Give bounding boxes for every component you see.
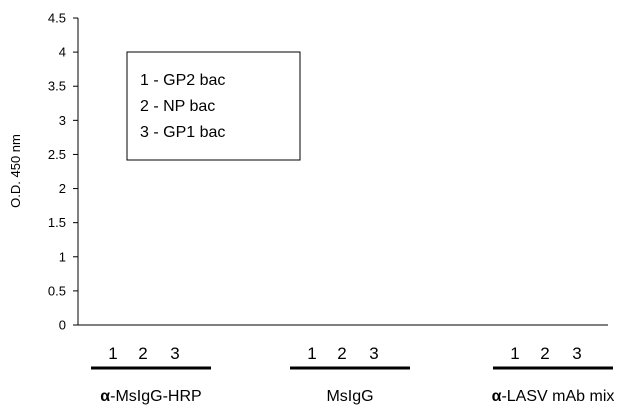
y-tick-label: 0 (59, 318, 66, 333)
alpha-symbol: α (100, 388, 110, 405)
y-tick-label: 2 (59, 181, 66, 196)
legend-entry-1: 1 - GP2 bac (140, 72, 225, 89)
lane-label: 2 (337, 344, 346, 363)
y-tick-label: 4.5 (48, 11, 66, 26)
group-label-text: -MsIgG-HRP (110, 388, 202, 405)
y-tick-label: 2.5 (48, 147, 66, 162)
lane-label: 1 (108, 344, 117, 363)
y-tick-label: 3.5 (48, 79, 66, 94)
group-label: α-MsIgG-HRP (100, 388, 201, 405)
legend-box (126, 51, 301, 161)
group-label: MsIgG (326, 388, 373, 405)
alpha-symbol: α (492, 388, 502, 405)
y-tick-label: 0.5 (48, 283, 66, 298)
legend-entry-3: 3 - GP1 bac (140, 124, 225, 141)
group-label-text: MsIgG (326, 388, 373, 405)
y-axis-title: O.D. 450 nm (8, 134, 23, 208)
legend: 1 - GP2 bac 2 - NP bac 3 - GP1 bac (126, 51, 301, 161)
lane-label: 2 (138, 344, 147, 363)
lane-label: 1 (307, 344, 316, 363)
legend-entry-2: 2 - NP bac (140, 98, 215, 115)
y-tick-label: 4 (59, 45, 66, 60)
y-tick-label: 1.5 (48, 215, 66, 230)
lane-label: 2 (540, 344, 549, 363)
y-axis-ticks: 0 0.5 1 1.5 2 2.5 3 3.5 4 4.5 (48, 11, 78, 333)
group-label: α-LASV mAb mix (492, 388, 615, 405)
lane-label: 3 (170, 344, 179, 363)
lane-label: 3 (572, 344, 581, 363)
lane-label: 3 (369, 344, 378, 363)
group-label-text: -LASV mAb mix (501, 388, 614, 405)
lane-label: 1 (510, 344, 519, 363)
y-tick-label: 1 (59, 249, 66, 264)
y-tick-label: 3 (59, 113, 66, 128)
